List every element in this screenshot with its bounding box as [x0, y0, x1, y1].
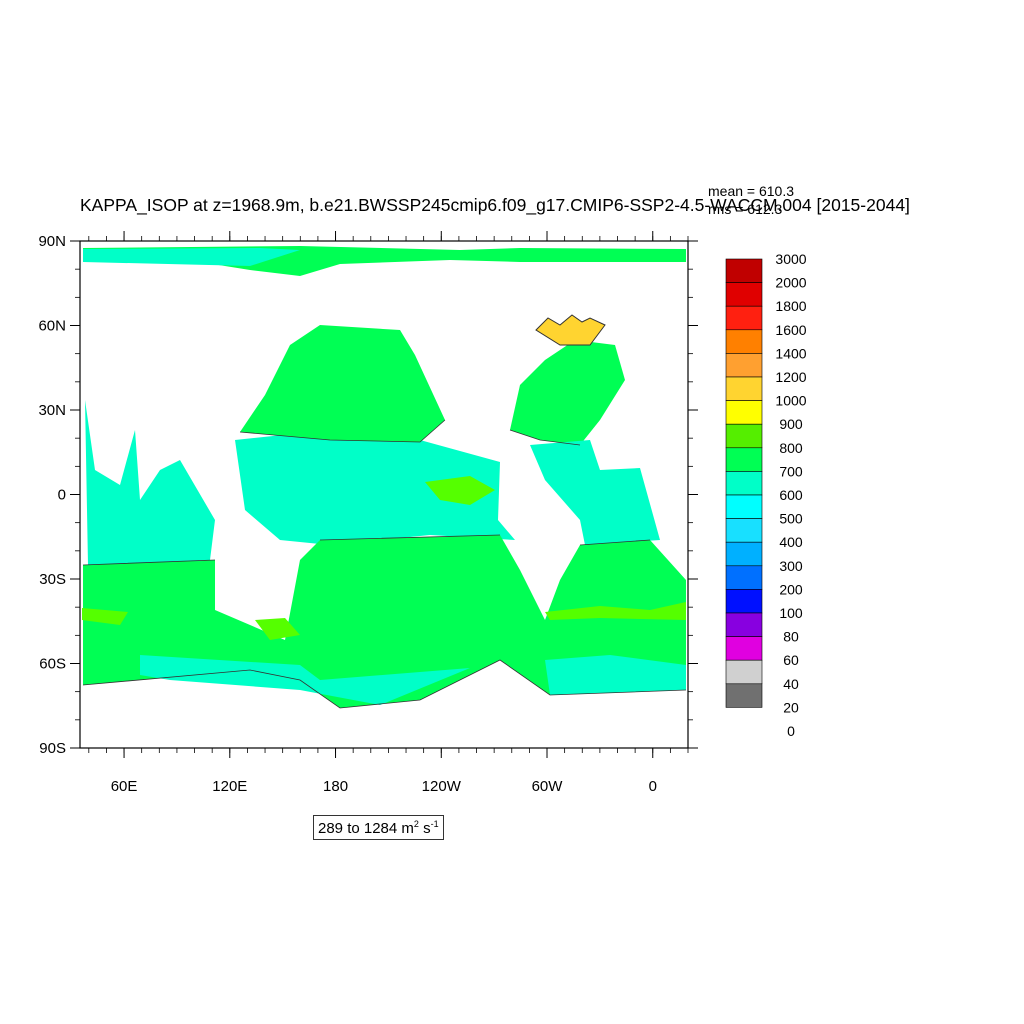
colorbar-label: 200 [779, 581, 803, 597]
lat-label: 30N [38, 402, 66, 419]
colorbar-label: 100 [779, 605, 803, 621]
south-atlantic-band-2 [545, 602, 686, 620]
south-atlantic-band [545, 655, 686, 695]
colorbar-label: 400 [779, 534, 803, 550]
colorbar-box [725, 329, 763, 354]
atlantic-tropical-band [530, 440, 660, 545]
mean-label: mean = 610.3 [708, 183, 795, 199]
equatorial-band-east [425, 476, 495, 505]
colorbar-box [725, 471, 763, 496]
colorbar-label: 1400 [775, 345, 806, 361]
colorbar-label: 500 [779, 511, 803, 527]
pacific-tropical-band [235, 430, 515, 545]
contour-line-south [82, 534, 651, 566]
map-field [80, 241, 688, 748]
southern-indian-band [82, 608, 128, 625]
colorbar-box [725, 541, 763, 567]
contour-line-atlantic [509, 429, 581, 446]
colorbar-label: 80 [783, 629, 799, 645]
colorbar-box [725, 683, 763, 708]
lon-axis: 60E 120E 180 120W 60W 0 [88, 231, 689, 795]
colorbar-label: 900 [779, 416, 803, 432]
range-sup2: -1 [430, 819, 439, 829]
colorbar-label: 1200 [775, 369, 806, 385]
lon-label: 120W [422, 778, 462, 795]
lat-label: 0 [58, 487, 66, 504]
colorbar-box [725, 636, 763, 661]
arctic-band [83, 248, 300, 266]
colorbar-box [725, 305, 763, 331]
colorbar-label: 800 [779, 440, 803, 456]
colorbar-label: 0 [787, 723, 795, 739]
lon-label: 120E [212, 778, 247, 795]
contour-line-antarctic [82, 659, 687, 709]
colorbar-label: 3000 [775, 251, 806, 267]
colorbar-box [725, 589, 763, 614]
colorbar-label: 1000 [775, 393, 806, 409]
colorbar-box [725, 423, 763, 449]
map-title: KAPPA_ISOP at z=1968.9m, b.e21.BWSSP245c… [80, 195, 910, 215]
lat-label: 90S [39, 740, 66, 757]
colorbar-box [725, 565, 763, 590]
colorbar-box [725, 612, 763, 637]
range-label: 289 to 1284 m2 s-1 [313, 815, 444, 840]
lat-label: 60N [38, 318, 66, 335]
lon-label: 60W [532, 778, 564, 795]
colorbar-label: 2000 [775, 275, 806, 291]
colorbar-label: 300 [779, 558, 803, 574]
colorbar-box [725, 353, 763, 378]
lat-label: 60S [39, 656, 66, 673]
lon-label: 60E [111, 778, 138, 795]
rms-label: rms = 612.3 [708, 201, 783, 217]
colorbar-box [725, 282, 763, 307]
lat-label: 30S [39, 571, 66, 588]
indian-ocean-band [85, 400, 215, 565]
colorbar-label: 40 [783, 676, 799, 692]
colorbar-label: 1800 [775, 298, 806, 314]
colorbar-box [725, 376, 763, 401]
colorbar-box [725, 400, 763, 425]
range-text: 289 to 1284 m [318, 820, 414, 837]
colorbar-label: 60 [783, 652, 799, 668]
stats-block: mean = 610.3 rms = 612.3 [708, 182, 794, 218]
lon-label: 180 [323, 778, 348, 795]
contour-line-north [239, 419, 446, 443]
tasman-sea-band [255, 618, 300, 640]
southern-band [140, 655, 470, 705]
colorbar-label: 600 [779, 487, 803, 503]
north-atlantic [510, 340, 625, 445]
colorbar-box [725, 447, 763, 472]
range-mid: s [418, 820, 431, 837]
colorbar-box [725, 518, 763, 543]
lat-label: 90N [38, 233, 66, 250]
colorbar-box [725, 258, 763, 283]
range-sup1: 2 [413, 819, 419, 829]
colorbar: 3000200018001600140012001000900800700600… [725, 251, 807, 739]
north-pacific [240, 325, 445, 442]
colorbar-label: 20 [783, 699, 799, 715]
lat-axis: 90N 60N 30N 0 30S 60S 90S [38, 233, 698, 757]
colorbar-label: 700 [779, 463, 803, 479]
colorbar-label: 1600 [775, 322, 806, 338]
colorbar-box [725, 659, 763, 685]
colorbar-box [725, 494, 763, 519]
lon-label: 0 [649, 778, 657, 795]
labrador-high [535, 314, 606, 346]
